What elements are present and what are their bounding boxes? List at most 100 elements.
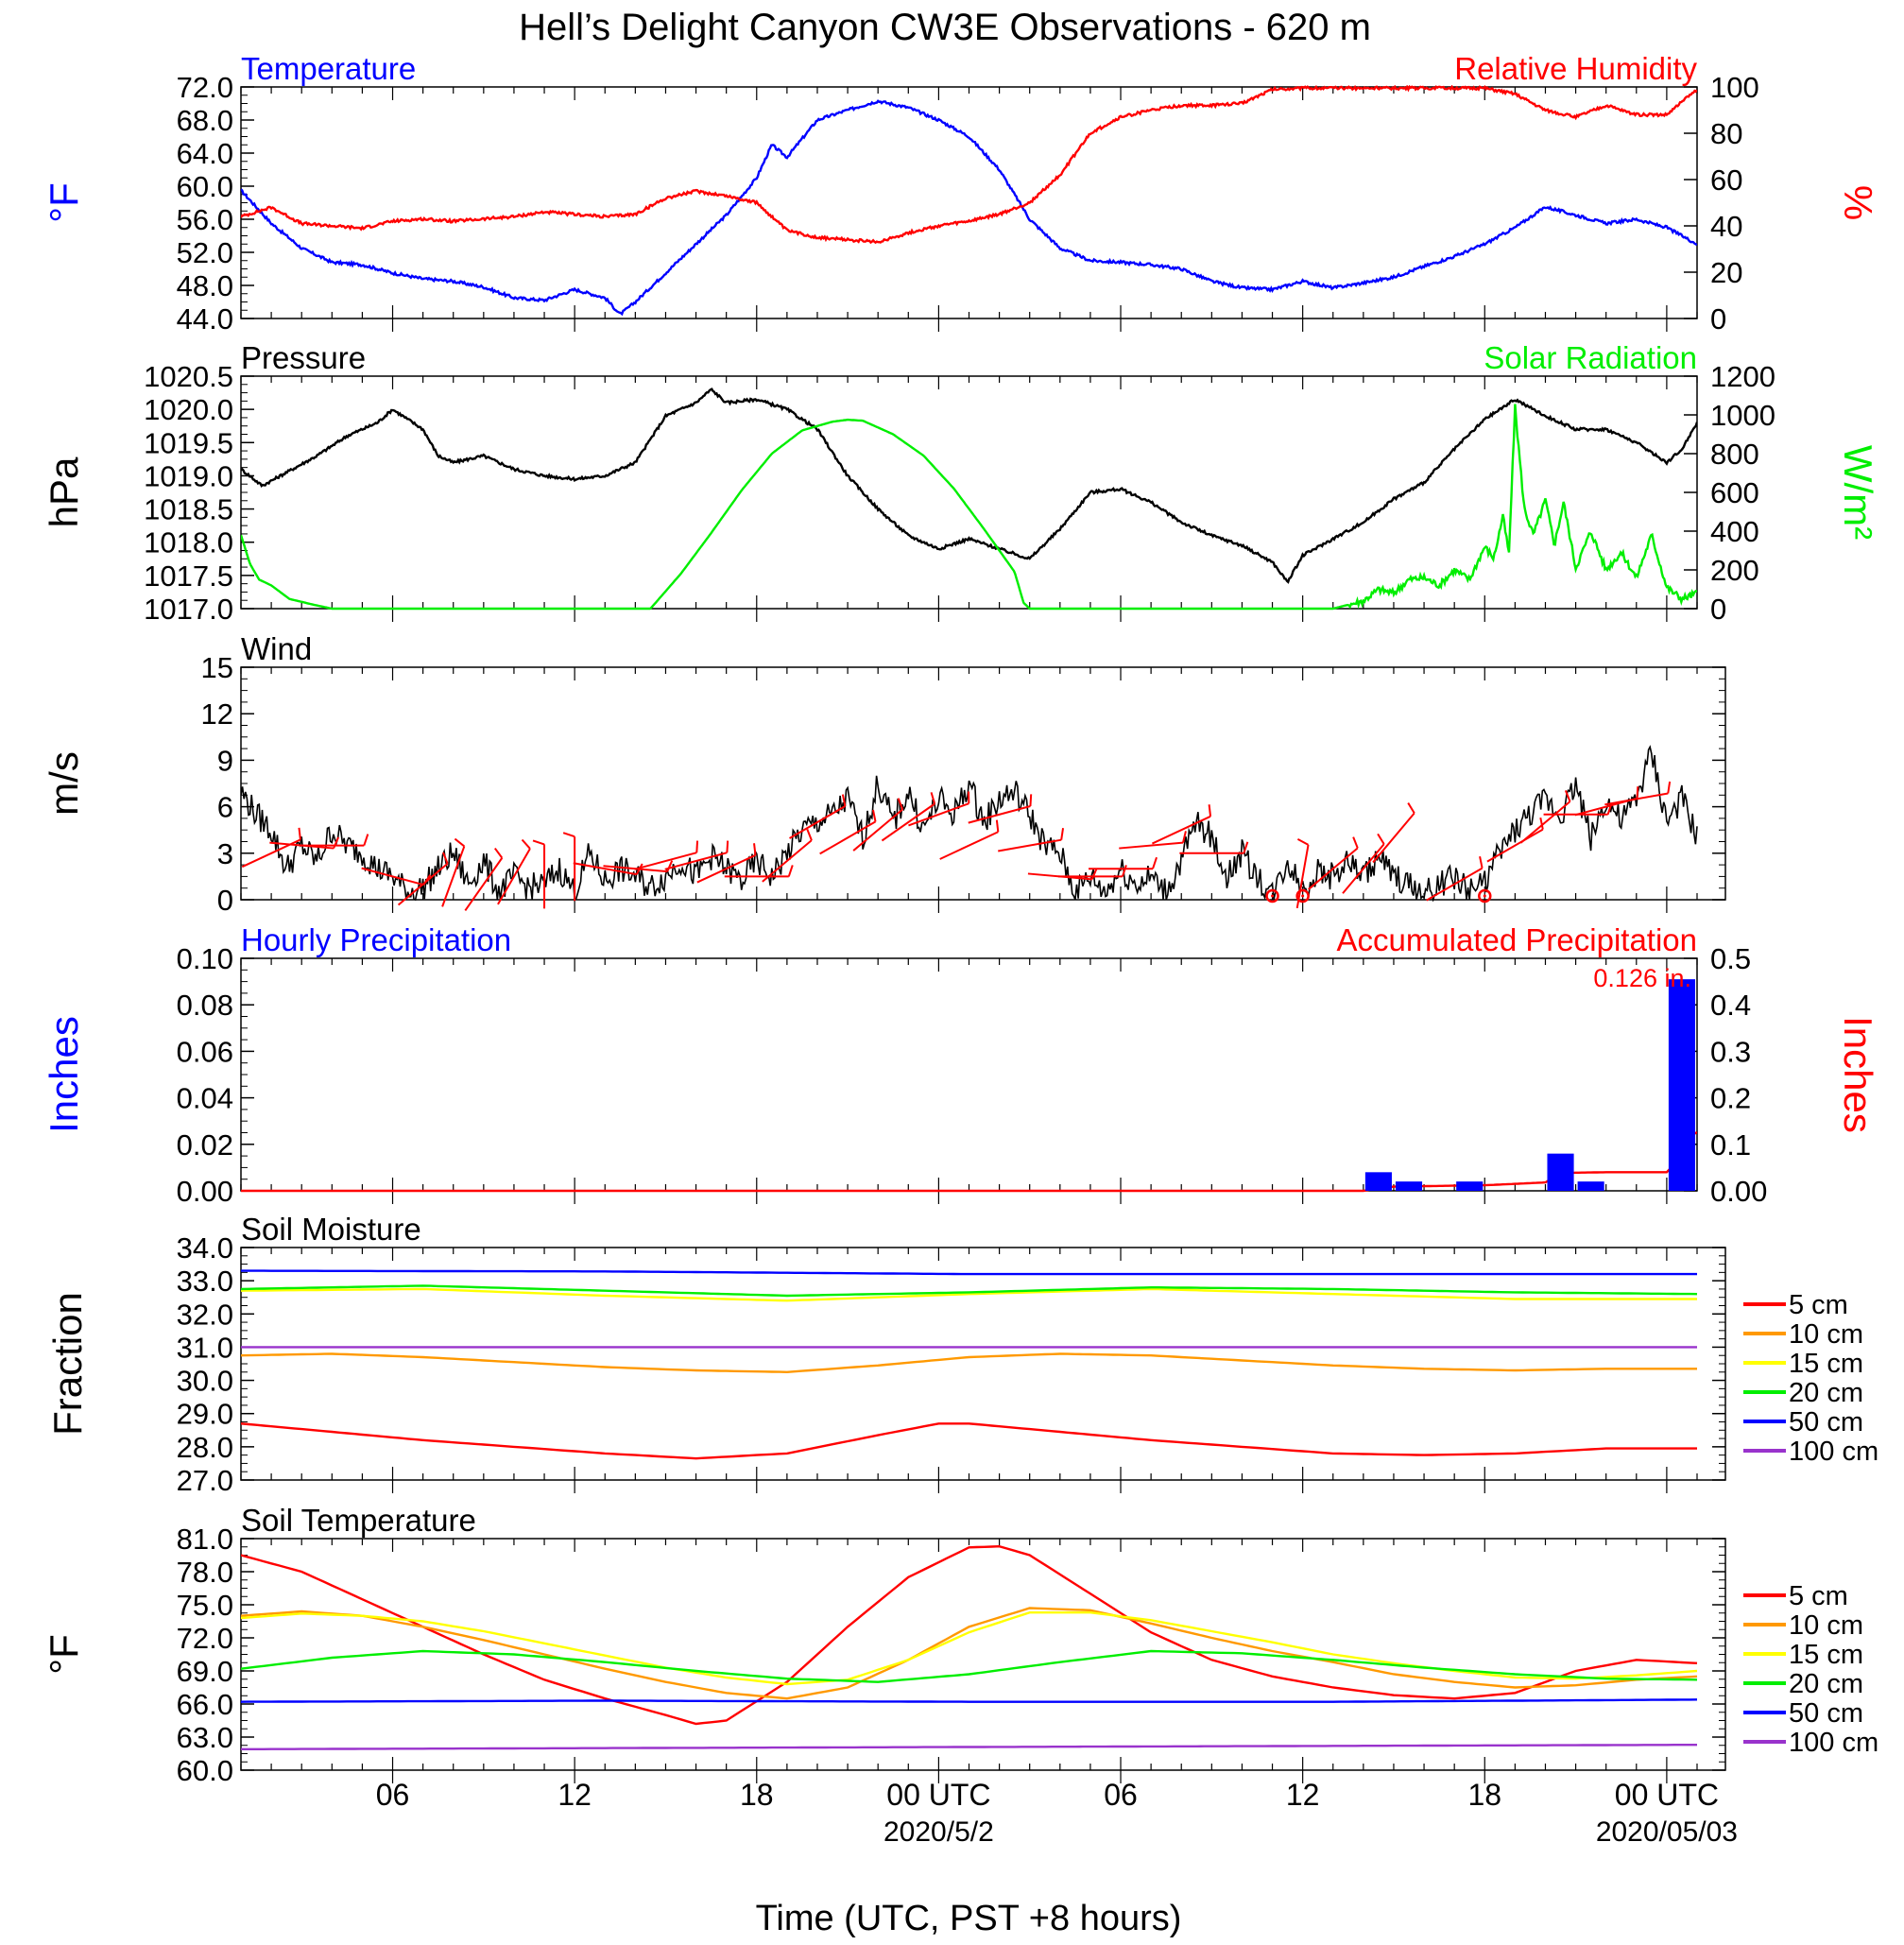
barb-feather [1564, 790, 1571, 802]
y-tick-label-left: 0.10 [177, 942, 233, 975]
y-tick-label-left: 64.0 [177, 137, 233, 170]
barb-feather [1407, 802, 1415, 814]
barb-shaft [908, 802, 969, 827]
x-tick-label: 18 [1467, 1778, 1501, 1812]
time-axis: 06 12 18 00 UTC 2020/5/2 06 12 18 00 UTC 2020/05/… [376, 1778, 1738, 1848]
y-tick-label-right: 0.2 [1710, 1082, 1751, 1115]
wind-barb [762, 829, 813, 883]
y-tick-label-left: 1017.5 [144, 559, 233, 593]
y-axis-label-left: °F [42, 182, 86, 222]
y-tick-label-left: 32.0 [177, 1298, 233, 1331]
barb-shaft [939, 831, 999, 860]
x-tick-label: 18 [740, 1778, 774, 1812]
x-tick-label: 12 [1286, 1778, 1320, 1812]
precip-bar [1395, 1181, 1423, 1191]
series-20-cm [241, 1649, 1698, 1683]
wind-barb [881, 792, 936, 842]
plot-area [241, 745, 1698, 902]
barb-shaft [464, 857, 504, 912]
y-tick-label-left: 0.02 [177, 1128, 233, 1162]
wind-barb [1089, 856, 1158, 870]
barb-feather [841, 794, 847, 807]
barb-shaft [1486, 828, 1544, 863]
y-tick-label-left: 31.0 [177, 1331, 233, 1364]
y-tick-label-left: 3 [217, 837, 233, 870]
barb-shaft [573, 862, 637, 876]
panel-title-left: Pressure [241, 340, 366, 375]
barb-shaft [361, 867, 424, 886]
barb-feather [442, 852, 449, 865]
wind-barb [1308, 836, 1359, 890]
wind-barb [968, 794, 1033, 824]
wind-barb [908, 791, 970, 827]
plot-frame [240, 375, 1698, 610]
x-tick-date-label: 2020/5/2 [883, 1816, 994, 1848]
precip-bar [1668, 979, 1695, 1191]
barb-feather [872, 809, 877, 822]
wind-barb [634, 840, 699, 870]
barb-shaft [1119, 841, 1184, 850]
y-axis-label-left: Fraction [45, 1292, 90, 1436]
wind-barb [998, 828, 1065, 852]
panel-title-right: Solar Radiation [1484, 340, 1697, 375]
wind-barb [664, 840, 729, 870]
barb-shaft [497, 848, 531, 905]
series-10-cm [241, 1607, 1698, 1700]
barb-shaft [696, 853, 756, 884]
barb-feather [493, 847, 504, 859]
barb-feather [1029, 794, 1033, 807]
y-tick-label-left: 29.0 [177, 1398, 233, 1431]
y-tick-label-left: 15 [201, 651, 233, 684]
series-solar-radiation [241, 404, 1697, 611]
barb-shaft [852, 808, 903, 852]
y-tick-label-right: 60 [1710, 164, 1742, 197]
series-15-cm [241, 1287, 1697, 1302]
legend-label: 15 cm [1789, 1349, 1863, 1379]
x-tick-label: 12 [557, 1778, 592, 1812]
legend-label: 15 cm [1789, 1640, 1863, 1670]
barb-feather [1243, 841, 1249, 854]
y-tick-label-left: 0.00 [177, 1175, 233, 1208]
barb-shaft [1342, 843, 1385, 894]
y-tick-label-left: 28.0 [177, 1431, 233, 1464]
wind-barb [397, 852, 449, 906]
calm-marker-dot [1301, 894, 1305, 898]
y-tick-label-right: 80 [1710, 117, 1742, 150]
barb-feather [562, 832, 575, 838]
y-tick-label-left: 1018.0 [144, 526, 233, 559]
barb-feather [532, 839, 545, 846]
series-50-cm [241, 1698, 1698, 1703]
panel-title-left: Soil Temperature [241, 1503, 476, 1538]
barb-feather [930, 792, 936, 804]
x-axis-label: Time (UTC, PST +8 hours) [756, 1899, 1182, 1938]
y-tick-label-left: 1018.5 [144, 493, 233, 526]
plot-frame [240, 1538, 1726, 1771]
barb-feather [298, 827, 301, 840]
barb-shaft [1426, 867, 1484, 902]
chart-title: Hell’s Delight Canyon CW3E Observations … [519, 7, 1371, 48]
y-tick-label-left: 1019.5 [144, 426, 233, 459]
y-tick-label-left: 56.0 [177, 203, 233, 236]
wind-barb [1119, 831, 1187, 850]
wind-barb [562, 832, 576, 902]
y-tick-label-left: 30.0 [177, 1365, 233, 1398]
y-tick-label-right: 800 [1710, 438, 1759, 471]
y-tick-label-right: 400 [1710, 515, 1759, 548]
wind-barb [497, 838, 531, 905]
y-tick-label-right: 0.1 [1710, 1128, 1751, 1162]
y-tick-label-right: 0.3 [1710, 1035, 1751, 1068]
barb-shaft [762, 839, 813, 883]
plot-area [241, 1130, 1697, 1193]
barb-feather [1208, 804, 1212, 817]
panel-temperature-humidity: 44.048.052.056.060.064.068.072.0 0 20 40 60 8… [42, 51, 1880, 336]
barb-feather [521, 838, 531, 850]
barb-feather [806, 829, 813, 841]
y-tick-label-right: 600 [1710, 476, 1759, 509]
panel-pressure-solar: 1017.01017.51018.01018.51019.01019.51020… [42, 340, 1880, 626]
legend-label: 20 cm [1789, 1378, 1863, 1408]
y-tick-label-left: 48.0 [177, 269, 233, 302]
wind-barb [1426, 856, 1484, 902]
barb-shaft [998, 838, 1062, 852]
wind-barb [441, 837, 466, 907]
